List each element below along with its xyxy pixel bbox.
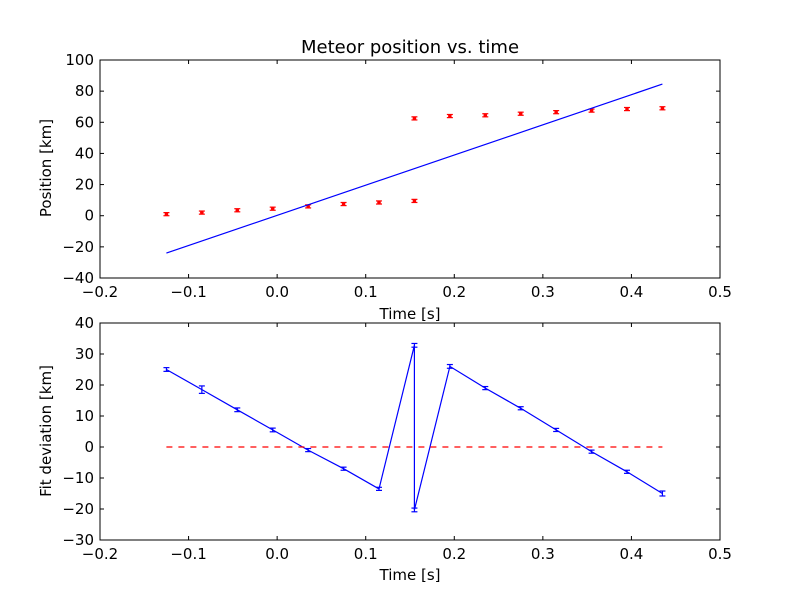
y-tick-label: 0	[84, 438, 94, 456]
y-axis-label: Position [km]	[37, 119, 55, 217]
x-tick-label: 0.1	[354, 283, 378, 301]
y-tick-label: −40	[62, 269, 94, 287]
data-point	[412, 116, 417, 121]
y-tick-label: 20	[75, 376, 94, 394]
data-point	[589, 108, 594, 113]
y-tick-label: 40	[75, 314, 94, 332]
data-point	[164, 212, 169, 216]
data-point	[625, 107, 629, 111]
x-tick-label: 0.1	[354, 545, 378, 563]
x-tick-label: −0.2	[82, 545, 118, 563]
x-tick-label: 0.5	[708, 283, 732, 301]
x-tick-label: −0.2	[82, 283, 118, 301]
x-tick-label: 0.2	[442, 283, 466, 301]
y-tick-label: −10	[62, 469, 94, 487]
plot-frame	[99, 322, 721, 541]
data-point	[377, 200, 381, 205]
data-point	[341, 202, 346, 206]
y-tick-label: −30	[62, 531, 94, 549]
position-chart: Meteor position vs. time Time [s] Positi…	[37, 37, 732, 323]
data-point	[554, 110, 558, 114]
data-point	[235, 208, 240, 213]
x-tick-label: −0.1	[170, 545, 206, 563]
y-tick-label: 40	[75, 144, 94, 162]
x-axis-label: Time [s]	[379, 566, 441, 584]
x-tick-label: 0.2	[442, 545, 466, 563]
x-tick-label: 0.3	[531, 545, 555, 563]
chart-title: Meteor position vs. time	[301, 37, 519, 58]
y-tick-label: 30	[75, 345, 94, 363]
y-tick-label: 80	[75, 82, 94, 100]
x-tick-label: 0.3	[531, 283, 555, 301]
y-tick-label: 100	[65, 51, 94, 69]
y-tick-label: −20	[62, 500, 94, 518]
data-point	[412, 199, 417, 203]
y-tick-label: 20	[75, 176, 94, 194]
data-point	[200, 210, 204, 215]
x-tick-label: −0.1	[170, 283, 206, 301]
y-tick-label: 60	[75, 113, 94, 131]
y-tick-label: 10	[75, 407, 94, 425]
x-tick-label: 0.0	[265, 283, 289, 301]
x-tick-label: 0.4	[619, 283, 643, 301]
x-tick-label: 0.4	[619, 545, 643, 563]
y-tick-label: 0	[84, 207, 94, 225]
series-line	[166, 83, 663, 254]
y-tick-label: −20	[62, 238, 94, 256]
plot-frame	[99, 59, 721, 279]
x-tick-label: 0.0	[265, 545, 289, 563]
data-point	[660, 106, 665, 111]
data-point	[483, 113, 488, 118]
x-axis-label: Time [s]	[379, 305, 441, 323]
series-line	[166, 345, 663, 511]
y-axis-label: Fit deviation [km]	[37, 365, 55, 497]
data-point	[270, 206, 275, 211]
deviation-chart: Time [s] Fit deviation [km] −0.2 −0.1 0.0 0…	[37, 314, 732, 584]
x-tick-label: 0.5	[708, 545, 732, 563]
data-point	[518, 111, 523, 116]
data-point	[448, 114, 452, 118]
